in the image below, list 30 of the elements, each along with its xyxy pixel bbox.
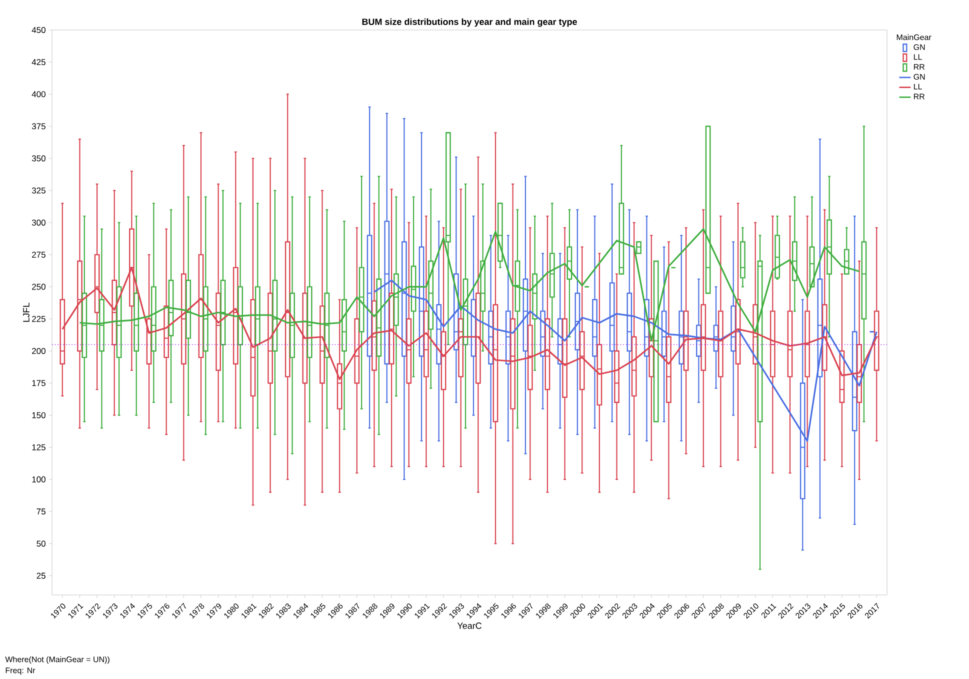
y-tick-label: 450 bbox=[32, 26, 46, 33]
y-tick-label: 300 bbox=[32, 220, 46, 226]
legend-label: LL bbox=[914, 84, 922, 90]
legend-title: MainGear bbox=[896, 34, 932, 40]
y-tick-label: 25 bbox=[36, 572, 46, 579]
y-tick-label: 425 bbox=[32, 59, 46, 66]
y-tick-label: 175 bbox=[32, 380, 46, 386]
y-tick-label: 375 bbox=[32, 123, 46, 130]
y-tick-label: 75 bbox=[36, 508, 46, 514]
x-axis-title: YearC bbox=[457, 622, 482, 629]
legend-label: LL bbox=[914, 54, 922, 60]
y-tick-label: 325 bbox=[32, 187, 46, 194]
y-tick-label: 200 bbox=[32, 348, 46, 354]
y-tick-label: 100 bbox=[32, 476, 46, 482]
y-tick-label: 50 bbox=[36, 540, 46, 547]
y-tick-label: 275 bbox=[32, 252, 46, 258]
text: Freq: Nr bbox=[6, 668, 36, 675]
y-axis-title: LJFL bbox=[23, 302, 30, 322]
y-tick-label: 400 bbox=[32, 91, 46, 98]
text: Where(Not (MainGear = UN)) bbox=[5, 656, 110, 664]
chart-title: BUM size distributions by year and main gear type bbox=[362, 18, 577, 27]
legend-label: RR bbox=[914, 94, 925, 100]
y-tick-label: 250 bbox=[32, 284, 46, 290]
y-tick-label: 225 bbox=[32, 316, 46, 322]
y-tick-label: 150 bbox=[32, 412, 46, 418]
legend-label: RR bbox=[914, 64, 925, 70]
y-tick-label: 350 bbox=[32, 155, 46, 162]
legend-label: GN bbox=[914, 44, 925, 50]
y-tick-label: 125 bbox=[32, 444, 46, 450]
legend-label: GN bbox=[914, 74, 925, 80]
